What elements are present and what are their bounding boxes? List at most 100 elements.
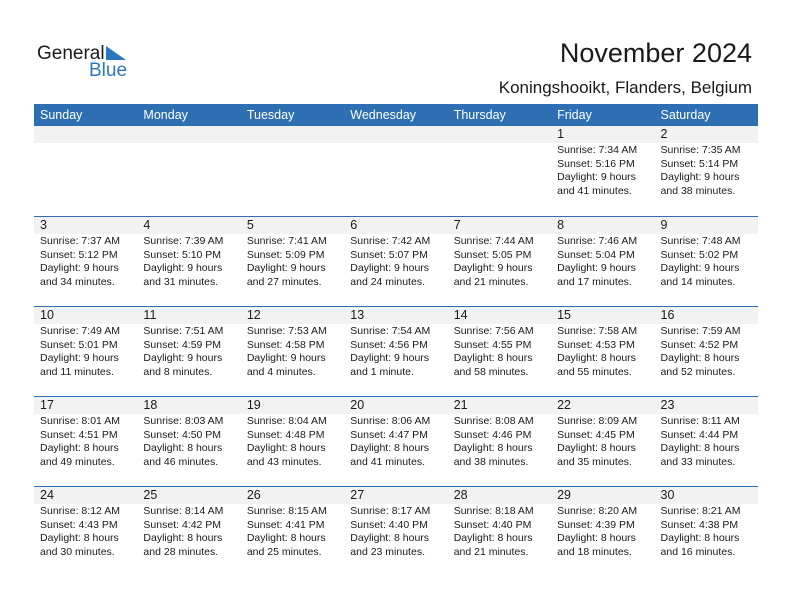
day-cell: 19 Sunrise: 8:04 AM Sunset: 4:48 PM Dayligh… bbox=[241, 397, 344, 486]
day-number: 19 bbox=[246, 398, 261, 412]
week-row: 10 Sunrise: 7:49 AM Sunset: 5:01 PM Dayligh… bbox=[34, 306, 758, 396]
day-cell: 3 Sunrise: 7:37 AM Sunset: 5:12 PM Daylight… bbox=[34, 217, 137, 306]
weekday-header: Sunday Monday Tuesday Wednesday Thursday Frid… bbox=[34, 104, 758, 126]
sunrise-text: Sunrise: 7:35 AM bbox=[660, 144, 741, 156]
sunset-text: Sunset: 4:47 PM bbox=[350, 428, 428, 441]
daylight-text: Daylight: 8 hours bbox=[40, 532, 119, 544]
daylight-text: Daylight: 8 hours bbox=[453, 442, 533, 454]
daylight-text: Daylight: 9 hours bbox=[40, 352, 119, 364]
day-cell: 28 Sunrise: 8:18 AM Sunset: 4:40 PM Dayligh… bbox=[448, 487, 551, 576]
sunrise-text: Sunrise: 8:14 AM bbox=[143, 505, 224, 517]
daylight-minutes-text: and 18 minutes. bbox=[557, 545, 632, 558]
day-cell: 4 Sunrise: 7:39 AM Sunset: 5:10 PM Daylight… bbox=[137, 217, 240, 306]
daylight-minutes-text: and 35 minutes. bbox=[557, 455, 632, 468]
daylight-minutes-text: and 11 minutes. bbox=[40, 365, 114, 378]
sunrise-text: Sunrise: 8:15 AM bbox=[246, 505, 327, 517]
sunrise-text: Sunrise: 8:09 AM bbox=[557, 415, 638, 427]
daylight-minutes-text: and 17 minutes. bbox=[557, 275, 632, 288]
sunrise-text: Sunrise: 8:04 AM bbox=[246, 415, 327, 427]
sunrise-text: Sunrise: 7:42 AM bbox=[350, 235, 431, 247]
daylight-minutes-text: and 46 minutes. bbox=[143, 455, 219, 468]
sunset-text: Sunset: 4:39 PM bbox=[557, 518, 635, 531]
day-cell: 20 Sunrise: 8:06 AM Sunset: 4:47 PM Dayligh… bbox=[344, 397, 447, 486]
sunset-text: Sunset: 4:40 PM bbox=[453, 518, 532, 531]
daylight-minutes-text: and 38 minutes. bbox=[660, 184, 736, 197]
sunset-text: Sunset: 4:55 PM bbox=[453, 338, 532, 351]
daylight-minutes-text: and 43 minutes. bbox=[246, 455, 322, 468]
sunrise-text: Sunrise: 7:56 AM bbox=[453, 325, 534, 337]
daylight-minutes-text: and 38 minutes. bbox=[453, 455, 529, 468]
day-number: 14 bbox=[453, 308, 468, 322]
sunrise-text: Sunrise: 8:01 AM bbox=[40, 415, 120, 427]
weekday-friday: Friday bbox=[557, 108, 592, 122]
sunset-text: Sunset: 4:56 PM bbox=[350, 338, 428, 351]
location: Koningshooikt, Flanders, Belgium bbox=[498, 78, 752, 97]
sunrise-text: Sunrise: 8:11 AM bbox=[660, 415, 740, 427]
daylight-text: Daylight: 9 hours bbox=[246, 352, 326, 364]
day-number: 25 bbox=[143, 488, 158, 502]
day-number: 23 bbox=[660, 398, 675, 412]
day-number: 20 bbox=[350, 398, 365, 412]
daylight-text: Daylight: 8 hours bbox=[143, 532, 223, 544]
sunset-text: Sunset: 4:52 PM bbox=[660, 338, 739, 351]
daylight-minutes-text: and 25 minutes. bbox=[246, 545, 322, 558]
daylight-text: Daylight: 9 hours bbox=[246, 262, 326, 274]
sunrise-text: Sunrise: 7:53 AM bbox=[246, 325, 327, 337]
daylight-minutes-text: and 58 minutes. bbox=[453, 365, 529, 378]
day-number: 16 bbox=[660, 308, 675, 322]
sunset-text: Sunset: 4:59 PM bbox=[143, 338, 222, 351]
sunrise-text: Sunrise: 7:58 AM bbox=[557, 325, 638, 337]
sunrise-text: Sunrise: 7:46 AM bbox=[557, 235, 638, 247]
sunset-text: Sunset: 4:58 PM bbox=[246, 338, 325, 351]
day-number: 15 bbox=[557, 308, 572, 322]
empty-cell bbox=[448, 126, 551, 216]
daylight-minutes-text: and 33 minutes. bbox=[660, 455, 736, 468]
sunrise-text: Sunrise: 7:37 AM bbox=[40, 235, 120, 247]
daylight-text: Daylight: 8 hours bbox=[246, 532, 326, 544]
sunrise-text: Sunrise: 7:34 AM bbox=[557, 144, 638, 156]
sunset-text: Sunset: 4:38 PM bbox=[660, 518, 739, 531]
week-row: 3 Sunrise: 7:37 AM Sunset: 5:12 PM Daylight… bbox=[34, 216, 758, 306]
daylight-text: Daylight: 9 hours bbox=[660, 171, 740, 183]
empty-cell bbox=[137, 126, 240, 216]
week-row: 24 Sunrise: 8:12 AM Sunset: 4:43 PM Dayligh… bbox=[34, 486, 758, 576]
day-number: 11 bbox=[143, 308, 157, 322]
day-cell: 18 Sunrise: 8:03 AM Sunset: 4:50 PM Dayligh… bbox=[137, 397, 240, 486]
sunrise-text: Sunrise: 8:21 AM bbox=[660, 505, 741, 517]
sunset-text: Sunset: 4:46 PM bbox=[453, 428, 532, 441]
day-cell: 2 Sunrise: 7:35 AM Sunset: 5:14 PM Daylight… bbox=[655, 126, 758, 216]
day-cell: 25 Sunrise: 8:14 AM Sunset: 4:42 PM Dayligh… bbox=[137, 487, 240, 576]
day-number: 24 bbox=[40, 488, 54, 502]
daylight-minutes-text: and 27 minutes. bbox=[246, 275, 322, 288]
sunset-text: Sunset: 5:04 PM bbox=[557, 248, 635, 261]
daylight-minutes-text: and 52 minutes. bbox=[660, 365, 736, 378]
day-number: 30 bbox=[660, 488, 675, 502]
sunrise-text: Sunrise: 7:39 AM bbox=[143, 235, 224, 247]
daylight-text: Daylight: 8 hours bbox=[350, 532, 430, 544]
sunset-text: Sunset: 4:53 PM bbox=[557, 338, 635, 351]
daylight-minutes-text: and 30 minutes. bbox=[40, 545, 115, 558]
daylight-minutes-text: and 34 minutes. bbox=[40, 275, 115, 288]
sunrise-text: Sunrise: 7:54 AM bbox=[350, 325, 431, 337]
daylight-minutes-text: and 23 minutes. bbox=[350, 545, 425, 558]
daylight-minutes-text: and 41 minutes. bbox=[350, 455, 425, 468]
daylight-text: Daylight: 8 hours bbox=[453, 532, 533, 544]
sunset-text: Sunset: 5:02 PM bbox=[660, 248, 739, 261]
sunset-text: Sunset: 4:48 PM bbox=[246, 428, 325, 441]
sunset-text: Sunset: 5:05 PM bbox=[453, 248, 532, 261]
daylight-minutes-text: and 21 minutes. bbox=[453, 275, 529, 288]
sunset-text: Sunset: 5:01 PM bbox=[40, 338, 118, 351]
daylight-minutes-text: and 28 minutes. bbox=[143, 545, 219, 558]
daylight-minutes-text: and 31 minutes. bbox=[143, 275, 219, 288]
day-number: 29 bbox=[557, 488, 572, 502]
day-number: 18 bbox=[143, 398, 158, 412]
sunrise-text: Sunrise: 7:44 AM bbox=[453, 235, 534, 247]
day-number: 21 bbox=[453, 398, 468, 412]
day-cell: 15 Sunrise: 7:58 AM Sunset: 4:53 PM Dayligh… bbox=[551, 307, 654, 396]
week-row: 17 Sunrise: 8:01 AM Sunset: 4:51 PM Dayligh… bbox=[34, 396, 758, 486]
day-cell: 12 Sunrise: 7:53 AM Sunset: 4:58 PM Dayligh… bbox=[241, 307, 344, 396]
day-number: 27 bbox=[350, 488, 365, 502]
daylight-text: Daylight: 8 hours bbox=[143, 442, 223, 454]
logo-text-general: General bbox=[37, 43, 105, 64]
day-number: 8 bbox=[557, 218, 565, 232]
